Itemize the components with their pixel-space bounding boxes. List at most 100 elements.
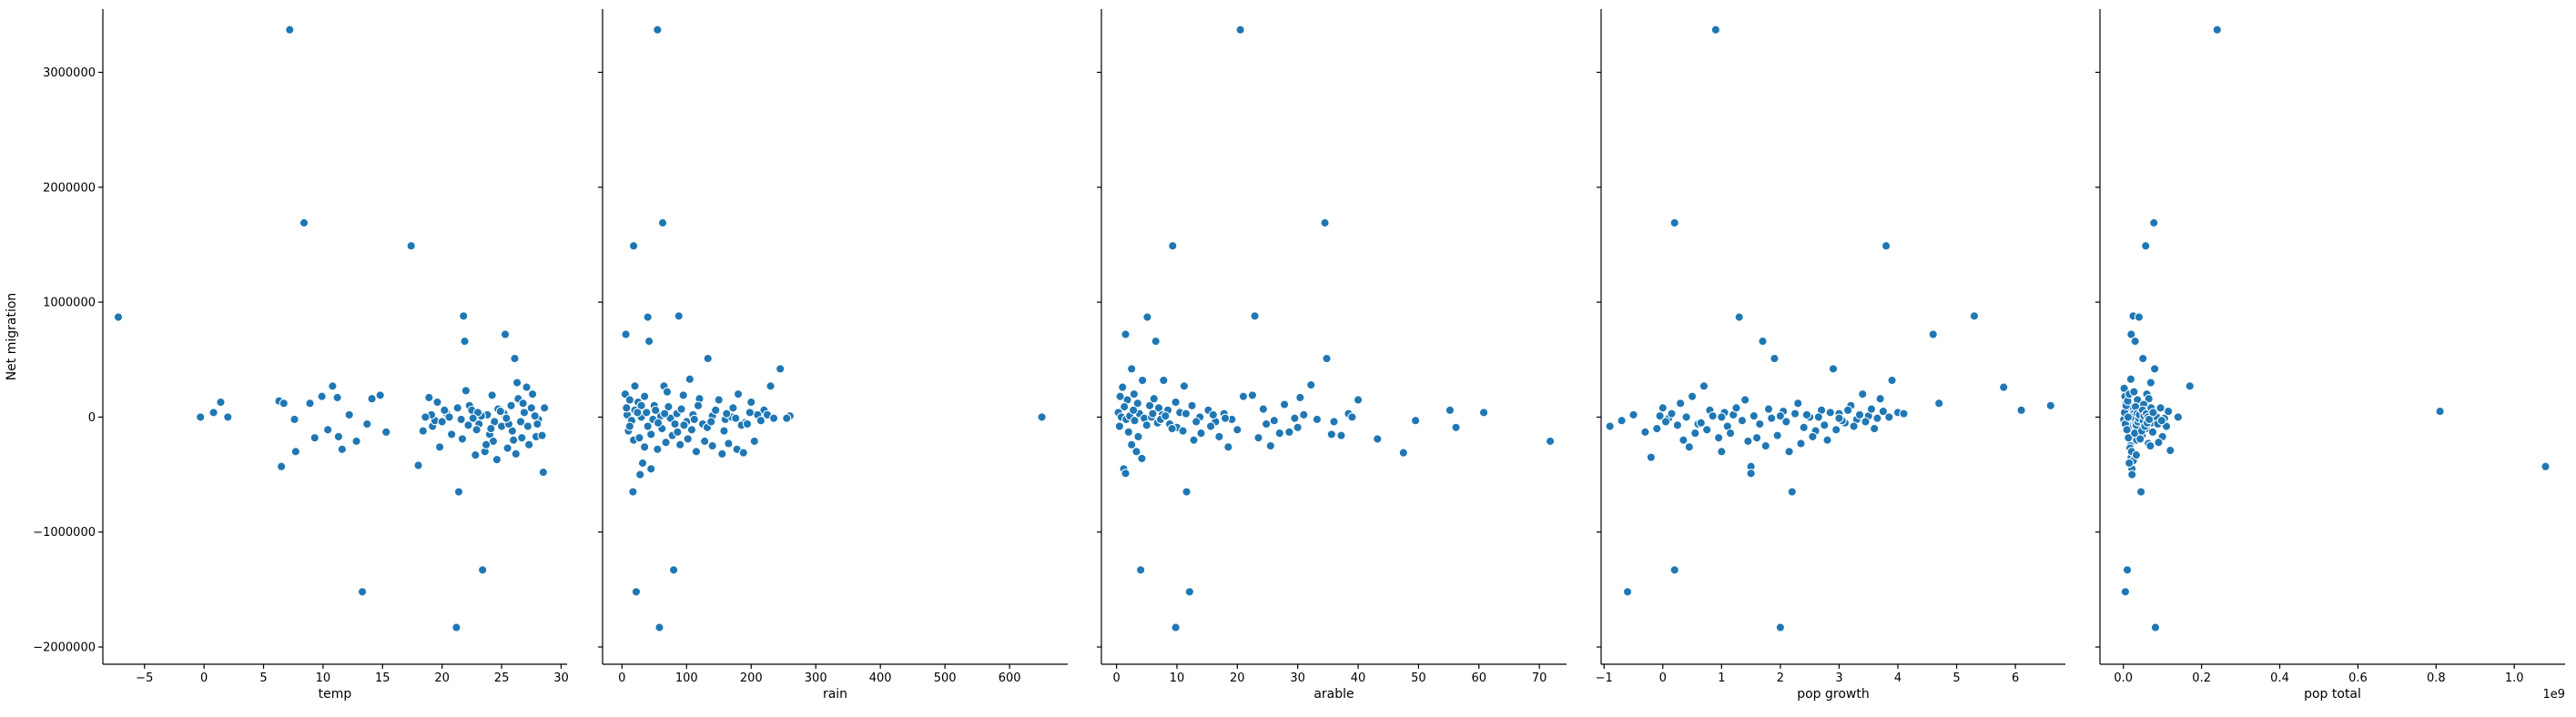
data-point bbox=[2124, 433, 2134, 443]
data-point bbox=[1133, 431, 1143, 442]
data-point bbox=[1347, 412, 1357, 422]
data-point bbox=[518, 399, 528, 409]
data-point bbox=[519, 408, 530, 418]
data-point bbox=[1290, 413, 1300, 423]
data-point bbox=[711, 405, 721, 415]
data-point bbox=[624, 421, 634, 431]
data-point bbox=[1545, 436, 1556, 447]
data-point bbox=[357, 587, 368, 597]
data-point bbox=[2150, 622, 2161, 632]
x-tick-label: 1.0 bbox=[2505, 672, 2524, 685]
data-point bbox=[1121, 469, 1131, 479]
data-point bbox=[633, 408, 643, 418]
data-point bbox=[2165, 445, 2175, 456]
data-point bbox=[1142, 312, 1152, 322]
data-point bbox=[1969, 311, 1980, 321]
data-point bbox=[1717, 447, 1727, 457]
data-point bbox=[223, 412, 233, 422]
x-tick-label: 40 bbox=[1351, 672, 1366, 685]
data-point bbox=[1734, 312, 1744, 322]
data-point bbox=[1822, 435, 1832, 445]
data-point bbox=[434, 442, 445, 452]
data-point bbox=[699, 436, 710, 447]
data-point bbox=[522, 421, 532, 431]
data-point bbox=[1725, 428, 1736, 439]
data-point bbox=[664, 401, 674, 412]
x-tick-label: 0.4 bbox=[2270, 672, 2289, 685]
data-point bbox=[1820, 420, 1830, 430]
data-point bbox=[1265, 440, 1275, 451]
data-point bbox=[1223, 442, 1233, 452]
data-point bbox=[1336, 430, 1346, 440]
data-point bbox=[1247, 390, 1258, 400]
data-point bbox=[1755, 419, 1765, 429]
data-point bbox=[362, 419, 372, 429]
data-point bbox=[1269, 416, 1279, 426]
data-point bbox=[381, 427, 391, 437]
data-point bbox=[766, 381, 776, 391]
data-point bbox=[2163, 406, 2174, 417]
data-point bbox=[1214, 431, 1224, 442]
data-point bbox=[1192, 417, 1202, 427]
data-point bbox=[332, 392, 342, 403]
data-point bbox=[2126, 329, 2136, 339]
data-point bbox=[1141, 420, 1151, 430]
data-point bbox=[2125, 458, 2135, 469]
data-point bbox=[333, 431, 344, 442]
x-axis-label: pop growth bbox=[1797, 687, 1870, 702]
data-point bbox=[1696, 418, 1706, 428]
data-point bbox=[1831, 425, 1841, 435]
data-point bbox=[636, 400, 646, 410]
x-tick-label: 2 bbox=[1777, 672, 1784, 685]
data-point bbox=[1168, 241, 1178, 251]
data-point bbox=[1928, 329, 1938, 339]
data-point bbox=[1132, 399, 1142, 409]
x-tick-label: 25 bbox=[494, 672, 510, 685]
data-point bbox=[290, 447, 300, 457]
data-point bbox=[367, 394, 377, 404]
data-point bbox=[1451, 422, 1461, 432]
data-point bbox=[451, 622, 461, 632]
x-tick-label: 300 bbox=[805, 672, 827, 685]
x-tick-label: 200 bbox=[740, 672, 763, 685]
panel-pop-total: 0.0 0.2 0.4 0.6 0.8 1.0 pop total 1e9 bbox=[2095, 9, 2565, 702]
data-point bbox=[1262, 419, 1272, 429]
data-point bbox=[1672, 420, 1683, 430]
data-point bbox=[2185, 381, 2195, 391]
data-point bbox=[1758, 336, 1768, 347]
data-point bbox=[500, 329, 511, 339]
data-point bbox=[628, 241, 639, 251]
data-point bbox=[1353, 395, 1364, 405]
data-point bbox=[2154, 438, 2164, 448]
data-point bbox=[421, 412, 431, 422]
data-point bbox=[351, 436, 361, 447]
data-point bbox=[1322, 353, 1332, 364]
data-point bbox=[635, 470, 645, 480]
panel-arable: 0 10 20 30 40 50 60 70 arable bbox=[1097, 9, 1567, 702]
x-tick-label: 1 bbox=[1718, 672, 1725, 685]
data-point bbox=[447, 429, 457, 439]
data-point bbox=[731, 413, 741, 423]
data-point bbox=[328, 381, 338, 391]
x-axis-label: pop total bbox=[2304, 687, 2361, 702]
data-point bbox=[1690, 428, 1700, 439]
data-point bbox=[1854, 409, 1865, 420]
data-point bbox=[413, 460, 423, 470]
data-point bbox=[1887, 375, 1897, 386]
data-point bbox=[468, 413, 478, 423]
x-tick-label: 30 bbox=[1290, 672, 1305, 685]
data-point bbox=[1187, 400, 1197, 410]
data-point bbox=[662, 387, 673, 397]
data-point bbox=[2145, 440, 2155, 451]
data-point bbox=[653, 25, 663, 35]
data-point bbox=[515, 417, 526, 427]
data-point bbox=[1329, 417, 1339, 427]
data-point bbox=[1999, 382, 2009, 392]
x-tick-label: 60 bbox=[1471, 672, 1486, 685]
data-point bbox=[1179, 381, 1190, 391]
data-point bbox=[375, 390, 385, 400]
data-point bbox=[2149, 364, 2160, 374]
data-point bbox=[1763, 404, 1774, 414]
data-point bbox=[689, 414, 699, 425]
data-point bbox=[722, 409, 732, 419]
